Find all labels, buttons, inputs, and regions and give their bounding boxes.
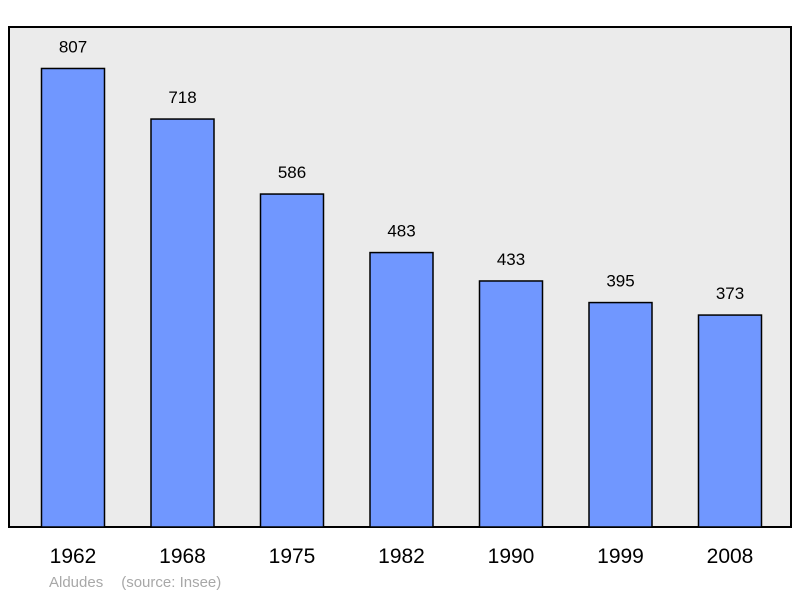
value-label-1999: 395 [606, 272, 634, 291]
bar-1968 [150, 118, 215, 528]
x-tick-label-1999: 1999 [597, 545, 644, 568]
value-label-1975: 586 [278, 163, 306, 182]
bar-1982 [369, 251, 434, 528]
value-label-1982: 483 [387, 222, 415, 241]
chart-caption: Aldudes (source: Insee) [49, 574, 221, 591]
x-tick-label-2008: 2008 [707, 545, 754, 568]
value-label-2008: 373 [716, 284, 744, 303]
bars-group [40, 67, 763, 528]
x-tick-label-1968: 1968 [159, 545, 206, 568]
value-label-1962: 807 [59, 37, 87, 56]
caption-place: Aldudes [49, 574, 104, 591]
x-tick-label-1962: 1962 [50, 545, 97, 568]
bar-1999 [588, 301, 653, 528]
x-tick-label-1990: 1990 [488, 545, 535, 568]
value-label-1990: 433 [497, 250, 525, 269]
bar-1990 [478, 280, 544, 528]
x-tick-label-1982: 1982 [378, 545, 425, 568]
bar-2008 [697, 314, 763, 528]
bar-1975 [259, 193, 325, 528]
labels-group: 807 1962 718 1968 586 1975 483 1982 433 1990 395 19… [50, 37, 754, 568]
caption-source: (source: Insee) [121, 574, 222, 591]
x-tick-label-1975: 1975 [269, 545, 316, 568]
value-label-1968: 718 [168, 88, 196, 107]
bar-1962 [40, 67, 106, 528]
